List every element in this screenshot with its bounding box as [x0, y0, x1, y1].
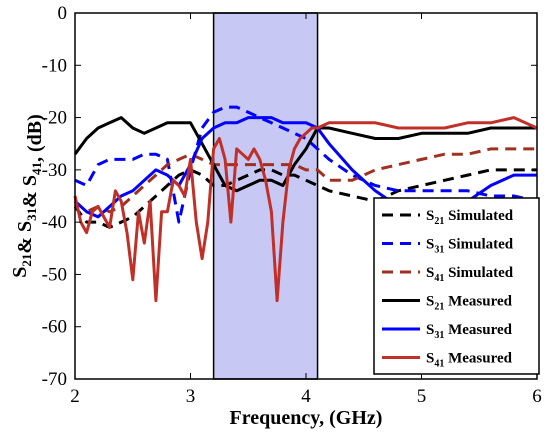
series-line-s41-simulated — [73, 147, 537, 214]
y-tick-label: 0 — [58, 3, 68, 24]
y-tick-label: -70 — [42, 369, 67, 390]
legend-box — [373, 197, 540, 375]
x-tick-label: 3 — [186, 386, 196, 407]
legend-label: S21 Simulated — [426, 208, 514, 227]
legend-label: S21 Measured — [426, 294, 513, 313]
x-tick-label: 6 — [532, 386, 542, 407]
shaded-band — [212, 12, 319, 380]
y-tick-label: -10 — [42, 55, 67, 76]
y-axis-title: S21& S31& S41, (dB) — [9, 114, 46, 278]
series-line-s31-simulated — [74, 105, 538, 224]
y-tick-label: -50 — [42, 264, 67, 285]
y-tick-label: -30 — [42, 160, 67, 181]
legend-label: S41 Measured — [426, 351, 513, 370]
y-tick-label: -20 — [42, 108, 67, 129]
series-line-s21-simulated — [73, 168, 537, 229]
y-axis: 0 -10 -20 -30 -40 -50 -60 -70 — [42, 3, 537, 390]
y-tick-label: -40 — [42, 212, 67, 233]
legend-label: S31 Simulated — [426, 237, 514, 256]
x-axis-title: Frequency, (GHz) — [230, 407, 383, 429]
series-line-s21-measured — [73, 116, 537, 193]
legend: S21 Simulated S31 Simulated S41 Simulated S… — [373, 197, 540, 375]
series-line-s41-measured — [73, 116, 538, 303]
x-tick-label: 2 — [70, 386, 80, 407]
x-axis: 2 3 4 5 6 — [70, 13, 542, 407]
y-tick-label: -60 — [42, 317, 67, 338]
series-group — [73, 105, 538, 303]
legend-label: S41 Simulated — [426, 265, 514, 284]
x-tick-label: 4 — [301, 386, 311, 407]
legend-label: S31 Measured — [426, 322, 513, 341]
x-tick-label: 5 — [417, 386, 427, 407]
